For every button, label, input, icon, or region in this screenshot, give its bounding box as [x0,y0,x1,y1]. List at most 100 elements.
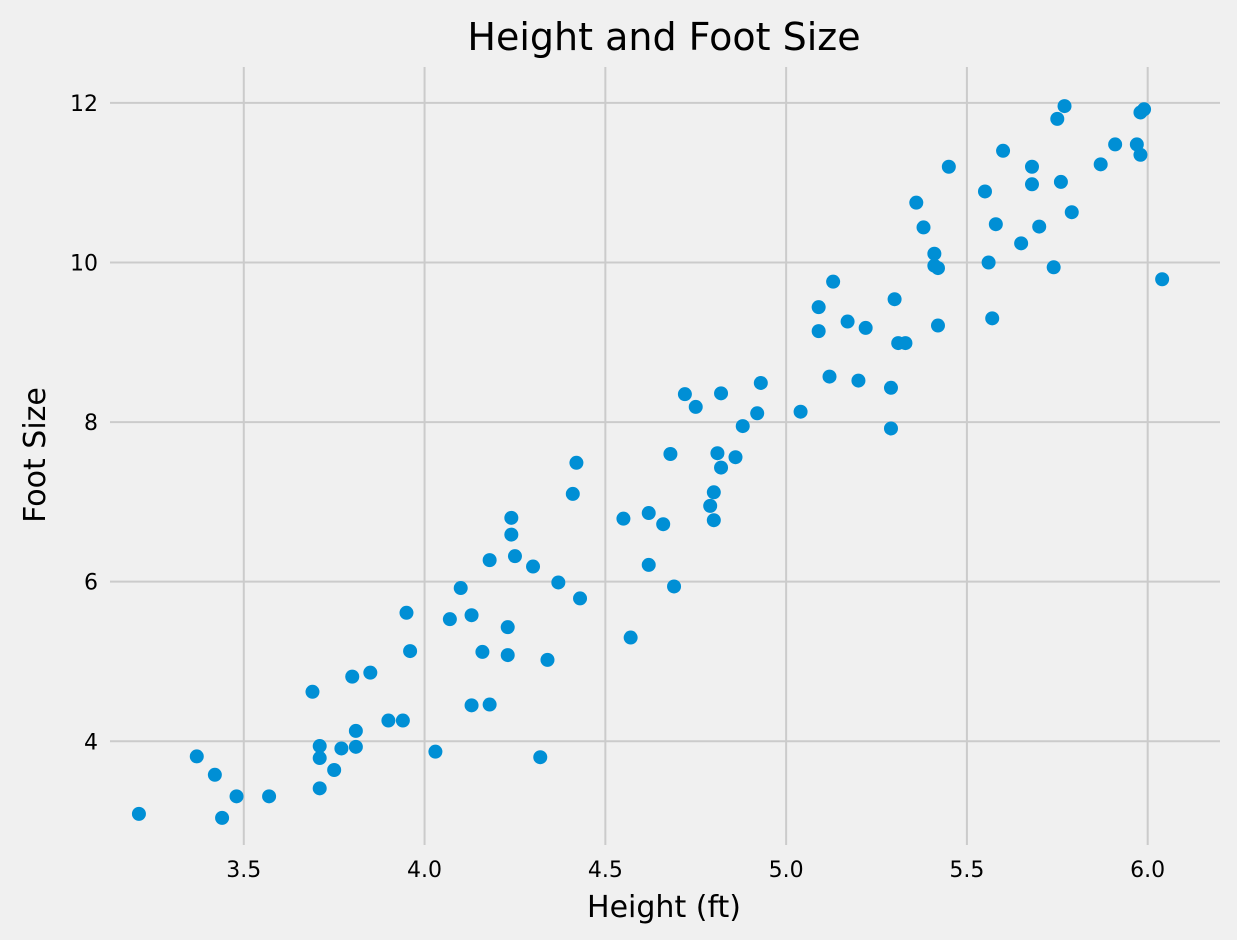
data-point [851,373,866,388]
data-point [677,387,692,402]
data-point [464,608,479,623]
x-tick-labels: 3.5 4.0 4.5 5.0 5.5 6.0 [226,858,1165,883]
data-point [930,261,945,276]
data-point [753,375,768,390]
data-point [229,789,244,804]
data-point [623,630,638,645]
data-point [1064,205,1079,220]
data-point [399,605,414,620]
data-point [916,220,931,235]
data-point [1093,157,1108,172]
data-point [395,713,410,728]
data-point [996,143,1011,158]
y-tick-label: 12 [70,92,98,117]
data-point [215,810,230,825]
data-point [840,314,855,329]
data-point [1050,111,1065,126]
data-point [1108,137,1123,152]
data-point [475,644,490,659]
x-tick-label: 3.5 [226,858,261,883]
x-axis-label: Height (ft) [587,890,741,925]
y-tick-label: 8 [84,411,98,436]
data-point [706,513,721,528]
data-point [714,386,729,401]
data-point [1053,174,1068,189]
data-point [207,767,222,782]
data-point [887,292,902,307]
data-point [826,274,841,289]
data-point [526,559,541,574]
data-point [334,741,349,756]
data-point [565,486,580,501]
data-point [131,806,146,821]
data-point [540,652,555,667]
y-tick-labels: 4 6 8 10 12 [70,92,98,755]
data-point [327,762,342,777]
data-point [822,369,837,384]
data-point [464,698,479,713]
data-point [428,744,443,759]
data-point [189,749,204,764]
x-tick-label: 5.0 [769,858,804,883]
data-point [981,255,996,270]
y-tick-label: 10 [70,251,98,276]
data-point [1014,236,1029,251]
grid-lines [110,67,1220,845]
data-point [1032,219,1047,234]
data-point [1057,99,1072,114]
data-point [312,781,327,796]
data-point [811,300,826,315]
data-point [898,336,913,351]
data-point [533,750,548,765]
data-point [363,665,378,680]
y-tick-label: 6 [84,571,98,596]
data-point [482,553,497,568]
data-point [616,511,631,526]
x-tick-label: 4.0 [407,858,442,883]
data-point [985,311,1000,326]
x-tick-label: 5.5 [949,858,984,883]
data-point [345,669,360,684]
data-point [403,644,418,659]
data-point [703,498,718,513]
y-tick-label: 4 [84,730,98,755]
data-point [710,446,725,461]
data-point [500,620,515,635]
data-point [706,485,721,500]
data-point [573,591,588,606]
data-point [663,447,678,462]
data-point [312,751,327,766]
data-point [1046,260,1061,275]
data-point [1155,272,1170,287]
data-point [507,549,522,564]
data-point [641,557,656,572]
data-point [453,581,468,596]
data-point [858,320,873,335]
data-point [1024,159,1039,174]
data-point [348,739,363,754]
data-point [927,246,942,261]
data-point [500,648,515,663]
data-point [977,184,992,199]
data-point [641,506,656,521]
data-point [656,517,671,532]
data-point [750,406,765,421]
data-point [930,318,945,333]
data-point [1024,177,1039,192]
data-point [811,324,826,339]
data-point [667,579,682,594]
data-point [728,450,743,465]
data-point [504,527,519,542]
chart-title: Height and Foot Size [467,15,860,59]
data-point [312,739,327,754]
data-point [442,612,457,627]
data-point [262,789,277,804]
data-point [482,697,497,712]
data-point [909,195,924,210]
data-point [793,404,808,419]
data-point [1137,102,1152,117]
data-point [381,713,396,728]
y-axis-label: Foot Size [18,387,53,523]
x-tick-label: 4.5 [588,858,623,883]
